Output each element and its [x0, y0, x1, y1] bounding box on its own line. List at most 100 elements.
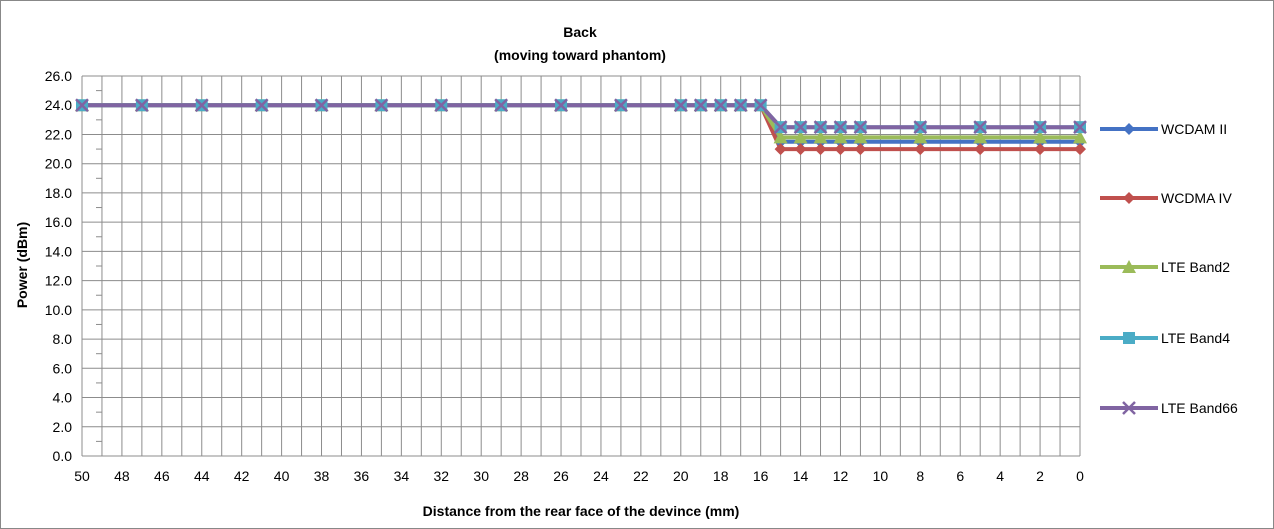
- x-tick-label: 0: [1076, 468, 1084, 484]
- x-tick-label: 50: [74, 468, 90, 484]
- y-tick-label: 8.0: [53, 331, 73, 347]
- data-point: [914, 143, 927, 156]
- data-point: [254, 98, 269, 113]
- series-line-4: [82, 103, 1080, 130]
- data-point: [693, 98, 708, 113]
- x-tick-label: 38: [314, 468, 330, 484]
- x-tick-label: 2: [1036, 468, 1044, 484]
- chart-title: Back: [563, 24, 597, 40]
- x-tick-label: 32: [433, 468, 449, 484]
- data-point: [374, 98, 389, 113]
- data-point: [814, 143, 827, 156]
- x-tick-label: 46: [154, 468, 170, 484]
- x-tick-label: 22: [633, 468, 649, 484]
- x-tick-label: 28: [513, 468, 529, 484]
- series-lines: [82, 103, 1080, 152]
- data-point: [833, 120, 848, 135]
- chart-subtitle: (moving toward phantom): [494, 47, 666, 63]
- data-point: [853, 130, 868, 144]
- legend-label: LTE Band2: [1161, 259, 1230, 275]
- x-tick-label: 24: [593, 468, 609, 484]
- data-point: [614, 98, 628, 113]
- y-tick-label: 20.0: [45, 156, 72, 172]
- data-point: [194, 98, 209, 113]
- data-point: [833, 130, 848, 144]
- data-point: [314, 98, 329, 113]
- data-point: [1073, 130, 1087, 144]
- legend: WCDAM II WCDMA IV LTE Band2 LTE Band4 LTE Ba…: [1100, 121, 1238, 416]
- data-point: [673, 98, 688, 113]
- data-point: [1033, 130, 1048, 144]
- data-point: [713, 98, 728, 113]
- y-tick-label: 26.0: [45, 68, 72, 84]
- y-tick-label: 22.0: [45, 126, 72, 142]
- data-point: [554, 98, 568, 113]
- data-point: [854, 143, 867, 156]
- data-point: [1074, 143, 1086, 156]
- y-tick-label: 16.0: [45, 214, 72, 230]
- data-point: [773, 130, 788, 144]
- data-point: [813, 130, 828, 144]
- legend-label: WCDAM II: [1161, 121, 1227, 137]
- tick-labels: 0.0 2.0 4.0 6.0 8.0 10.0 12.0 14.0 16.0 18.0 20.0 2…: [45, 68, 1084, 484]
- x-tick-label: 20: [673, 468, 689, 484]
- data-point: [974, 143, 987, 156]
- legend-marker: [1123, 123, 1135, 135]
- data-point: [913, 120, 928, 135]
- x-tick-label: 14: [793, 468, 809, 484]
- data-point: [434, 98, 449, 113]
- data-point: [1034, 143, 1047, 156]
- legend-label: WCDMA IV: [1161, 190, 1232, 206]
- x-axis-label: Distance from the rear face of the devin…: [423, 503, 740, 519]
- legend-label: LTE Band66: [1161, 400, 1238, 416]
- axes: [81, 76, 1080, 457]
- data-point: [913, 130, 928, 144]
- data-point: [793, 130, 808, 144]
- x-tick-label: 42: [234, 468, 250, 484]
- data-point: [973, 120, 988, 135]
- data-point: [834, 143, 847, 156]
- x-tick-label: 30: [473, 468, 489, 484]
- data-point: [1073, 120, 1087, 135]
- x-tick-label: 40: [274, 468, 290, 484]
- data-point: [973, 130, 988, 144]
- legend-marker: [1123, 332, 1135, 344]
- data-point: [134, 98, 149, 113]
- y-tick-label: 2.0: [53, 419, 73, 435]
- y-tick-label: 6.0: [53, 360, 73, 376]
- x-tick-label: 12: [833, 468, 849, 484]
- data-point: [733, 98, 748, 113]
- y-tick-label: 10.0: [45, 302, 72, 318]
- x-tick-label: 10: [873, 468, 889, 484]
- data-point: [853, 120, 868, 135]
- x-tick-label: 48: [114, 468, 130, 484]
- y-tick-label: 18.0: [45, 185, 72, 201]
- y-tick-label: 12.0: [45, 273, 72, 289]
- x-tick-label: 34: [394, 468, 410, 484]
- data-point: [494, 98, 509, 113]
- data-point: [794, 143, 807, 156]
- data-point: [773, 120, 788, 135]
- data-point: [75, 98, 89, 113]
- y-axis-label: Power (dBm): [14, 222, 30, 308]
- y-tick-label: 14.0: [45, 243, 72, 259]
- y-tick-label: 24.0: [45, 97, 72, 113]
- data-point: [753, 98, 768, 113]
- x-tick-label: 18: [713, 468, 729, 484]
- x-tick-label: 6: [956, 468, 964, 484]
- legend-marker: [1123, 192, 1135, 204]
- grid-lines: [81, 75, 1081, 457]
- x-tick-label: 26: [553, 468, 569, 484]
- legend-marker: [1122, 401, 1136, 415]
- x-tick-label: 36: [354, 468, 370, 484]
- legend-marker: [1122, 260, 1136, 273]
- series-markers: [75, 98, 1087, 156]
- data-point: [793, 120, 808, 135]
- x-tick-label: 16: [753, 468, 769, 484]
- x-tick-label: 44: [194, 468, 210, 484]
- x-tick-label: 8: [916, 468, 924, 484]
- data-point: [813, 120, 828, 135]
- y-tick-label: 4.0: [53, 390, 73, 406]
